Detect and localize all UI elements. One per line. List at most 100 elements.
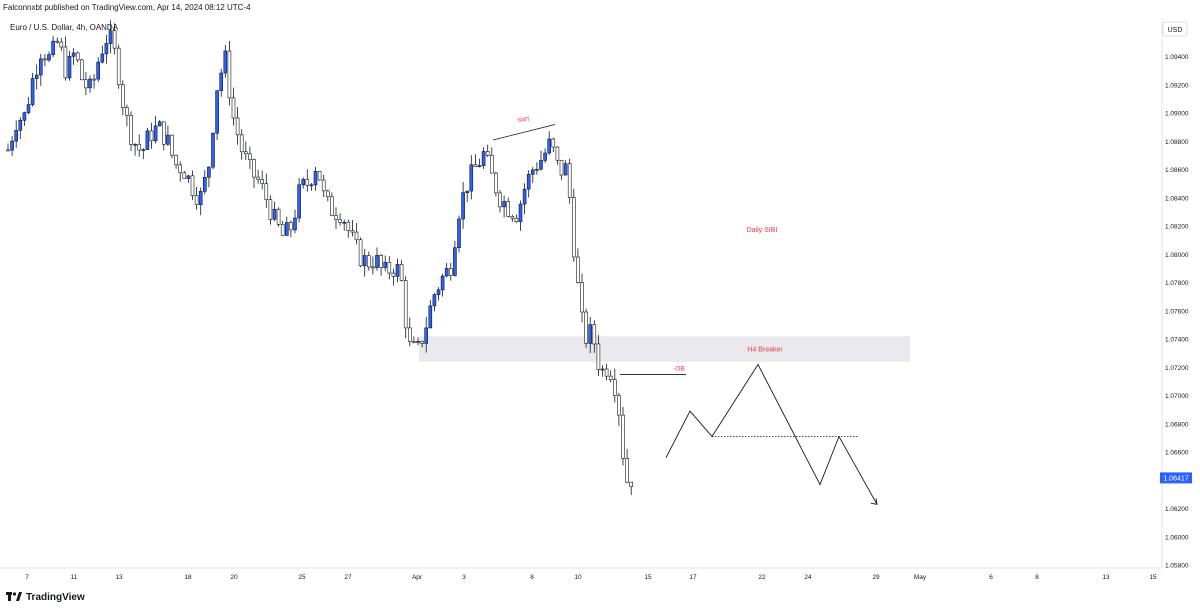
candle-up[interactable] <box>215 90 219 134</box>
candle-down[interactable] <box>116 47 121 86</box>
candle-down[interactable] <box>412 341 416 343</box>
candle-up[interactable] <box>440 275 445 291</box>
candle-up[interactable] <box>88 78 92 89</box>
candle-up[interactable] <box>362 255 367 267</box>
candle-up[interactable] <box>465 190 470 193</box>
candle-up[interactable] <box>186 175 191 179</box>
candle-up[interactable] <box>10 140 14 151</box>
symbol-title[interactable]: Euro / U.S. Dollar, 4h, OANDA <box>10 23 119 32</box>
candle-up[interactable] <box>375 255 379 268</box>
candle-down[interactable] <box>567 163 572 198</box>
candle-down[interactable] <box>485 151 490 156</box>
candle-up[interactable] <box>141 149 146 151</box>
candle-up[interactable] <box>272 208 277 220</box>
candle-down[interactable] <box>231 97 236 119</box>
candle-down[interactable] <box>358 239 363 267</box>
candle-down[interactable] <box>407 327 412 342</box>
candle-up[interactable] <box>198 191 203 206</box>
candle-down[interactable] <box>178 164 182 174</box>
candle-down[interactable] <box>6 149 10 152</box>
candle-up[interactable] <box>157 121 162 127</box>
candle-up[interactable] <box>469 164 474 192</box>
candle-down[interactable] <box>252 159 256 178</box>
candle-down[interactable] <box>325 190 330 198</box>
candle-up[interactable] <box>223 50 228 74</box>
candle-up[interactable] <box>563 163 568 176</box>
candle-down[interactable] <box>338 219 342 223</box>
candle-down[interactable] <box>84 79 88 89</box>
candle-down[interactable] <box>182 172 187 179</box>
candle-up[interactable] <box>297 184 301 219</box>
candle-down[interactable] <box>190 175 195 196</box>
candle-down[interactable] <box>239 134 244 153</box>
candle-down[interactable] <box>391 272 396 277</box>
candle-down[interactable] <box>473 164 478 167</box>
candle-up[interactable] <box>166 134 170 145</box>
h4-breaker-zone[interactable] <box>419 336 910 362</box>
candle-down[interactable] <box>514 217 519 222</box>
candle-up[interactable] <box>588 324 593 344</box>
candle-up[interactable] <box>436 289 441 296</box>
candle-up[interactable] <box>153 125 158 142</box>
candle-up[interactable] <box>309 184 314 187</box>
candle-down[interactable] <box>321 179 326 192</box>
candle-down[interactable] <box>276 208 281 225</box>
candle-up[interactable] <box>342 221 347 224</box>
candle-down[interactable] <box>559 159 564 176</box>
candle-down[interactable] <box>625 458 629 483</box>
candle-down[interactable] <box>387 262 392 274</box>
candle-up[interactable] <box>383 262 388 268</box>
candle-down[interactable] <box>498 192 502 208</box>
candle-up[interactable] <box>539 160 543 170</box>
candle-up[interactable] <box>502 201 506 208</box>
candle-up[interactable] <box>96 61 100 80</box>
candle-up[interactable] <box>293 217 297 231</box>
candle-up[interactable] <box>47 54 51 61</box>
candle-down[interactable] <box>489 155 494 174</box>
candle-down[interactable] <box>264 183 269 200</box>
candle-up[interactable] <box>416 341 420 343</box>
candle-down[interactable] <box>268 199 273 220</box>
candle-up[interactable] <box>34 74 39 79</box>
candle-down[interactable] <box>227 50 232 99</box>
candle-up[interactable] <box>38 58 43 76</box>
candle-down[interactable] <box>43 58 47 61</box>
candle-down[interactable] <box>621 414 625 459</box>
candle-down[interactable] <box>510 216 515 219</box>
candle-up[interactable] <box>145 130 150 150</box>
candle-down[interactable] <box>248 153 252 160</box>
candle-down[interactable] <box>63 46 68 79</box>
candle-up[interactable] <box>518 203 523 222</box>
candle-up[interactable] <box>104 43 109 55</box>
candle-down[interactable] <box>174 154 178 166</box>
candle-up[interactable] <box>211 132 215 168</box>
candle-down[interactable] <box>305 179 310 186</box>
candle-up[interactable] <box>522 188 527 205</box>
currency-button[interactable]: USD <box>1168 27 1183 34</box>
candle-up[interactable] <box>477 165 482 167</box>
candle-up[interactable] <box>600 368 605 371</box>
candle-down[interactable] <box>576 256 580 283</box>
candle-down[interactable] <box>194 195 199 206</box>
tradingview-logo[interactable]: TradingView <box>6 592 85 603</box>
candle-down[interactable] <box>330 196 334 216</box>
candle-up[interactable] <box>51 40 55 55</box>
candle-up[interactable] <box>444 268 449 277</box>
candle-down[interactable] <box>256 176 260 180</box>
candle-down[interactable] <box>92 78 96 81</box>
candle-down[interactable] <box>612 379 617 396</box>
candle-up[interactable] <box>22 112 27 121</box>
candle-down[interactable] <box>448 268 453 276</box>
candle-down[interactable] <box>629 481 634 487</box>
candle-down[interactable] <box>125 107 129 116</box>
candle-down[interactable] <box>59 41 64 48</box>
candle-down[interactable] <box>354 231 359 241</box>
candle-up[interactable] <box>424 327 429 344</box>
candle-down[interactable] <box>334 215 338 220</box>
candle-up[interactable] <box>535 168 539 171</box>
candle-down[interactable] <box>350 230 355 233</box>
candle-down[interactable] <box>366 255 371 268</box>
candle-up[interactable] <box>30 78 35 105</box>
candle-down[interactable] <box>571 197 576 258</box>
